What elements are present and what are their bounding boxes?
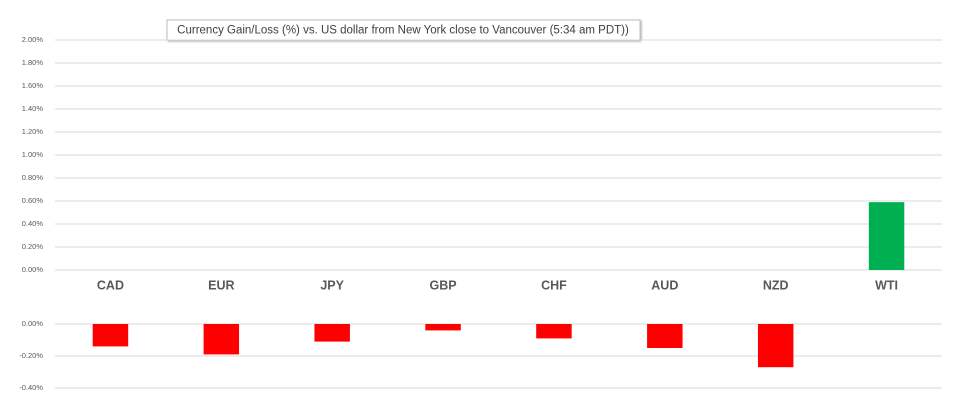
- y-tick-label: 0.80%: [22, 173, 44, 182]
- category-label: CAD: [97, 278, 124, 292]
- category-label: EUR: [208, 278, 234, 292]
- category-label: NZD: [763, 278, 789, 292]
- y-tick-label: 0.00%: [22, 319, 44, 328]
- y-tick-label: -0.40%: [19, 383, 43, 392]
- bar: [647, 324, 683, 348]
- category-label: CHF: [541, 278, 567, 292]
- bar: [203, 324, 240, 355]
- bar: [92, 324, 129, 347]
- category-label: AUD: [651, 278, 678, 292]
- category-label: JPY: [320, 278, 344, 292]
- bar: [314, 324, 350, 342]
- bar: [536, 324, 572, 339]
- y-tick-label: 1.00%: [22, 150, 44, 159]
- y-tick-label: 2.00%: [22, 35, 44, 44]
- y-tick-label: 0.40%: [22, 219, 44, 228]
- y-tick-label: 1.60%: [22, 81, 44, 90]
- y-tick-label: 0.00%: [22, 265, 44, 274]
- y-tick-label: -0.20%: [19, 351, 43, 360]
- y-tick-label: 0.60%: [22, 196, 44, 205]
- y-tick-label: 1.40%: [22, 104, 44, 113]
- bar: [757, 324, 794, 368]
- bar: [868, 202, 905, 270]
- chart-title: Currency Gain/Loss (%) vs. US dollar fro…: [177, 25, 629, 37]
- y-tick-label: 1.80%: [22, 58, 44, 67]
- category-label: WTI: [875, 278, 898, 292]
- bar: [425, 324, 461, 331]
- y-tick-label: 0.20%: [22, 242, 44, 251]
- y-tick-label: 1.20%: [22, 127, 44, 136]
- category-label: GBP: [430, 278, 457, 292]
